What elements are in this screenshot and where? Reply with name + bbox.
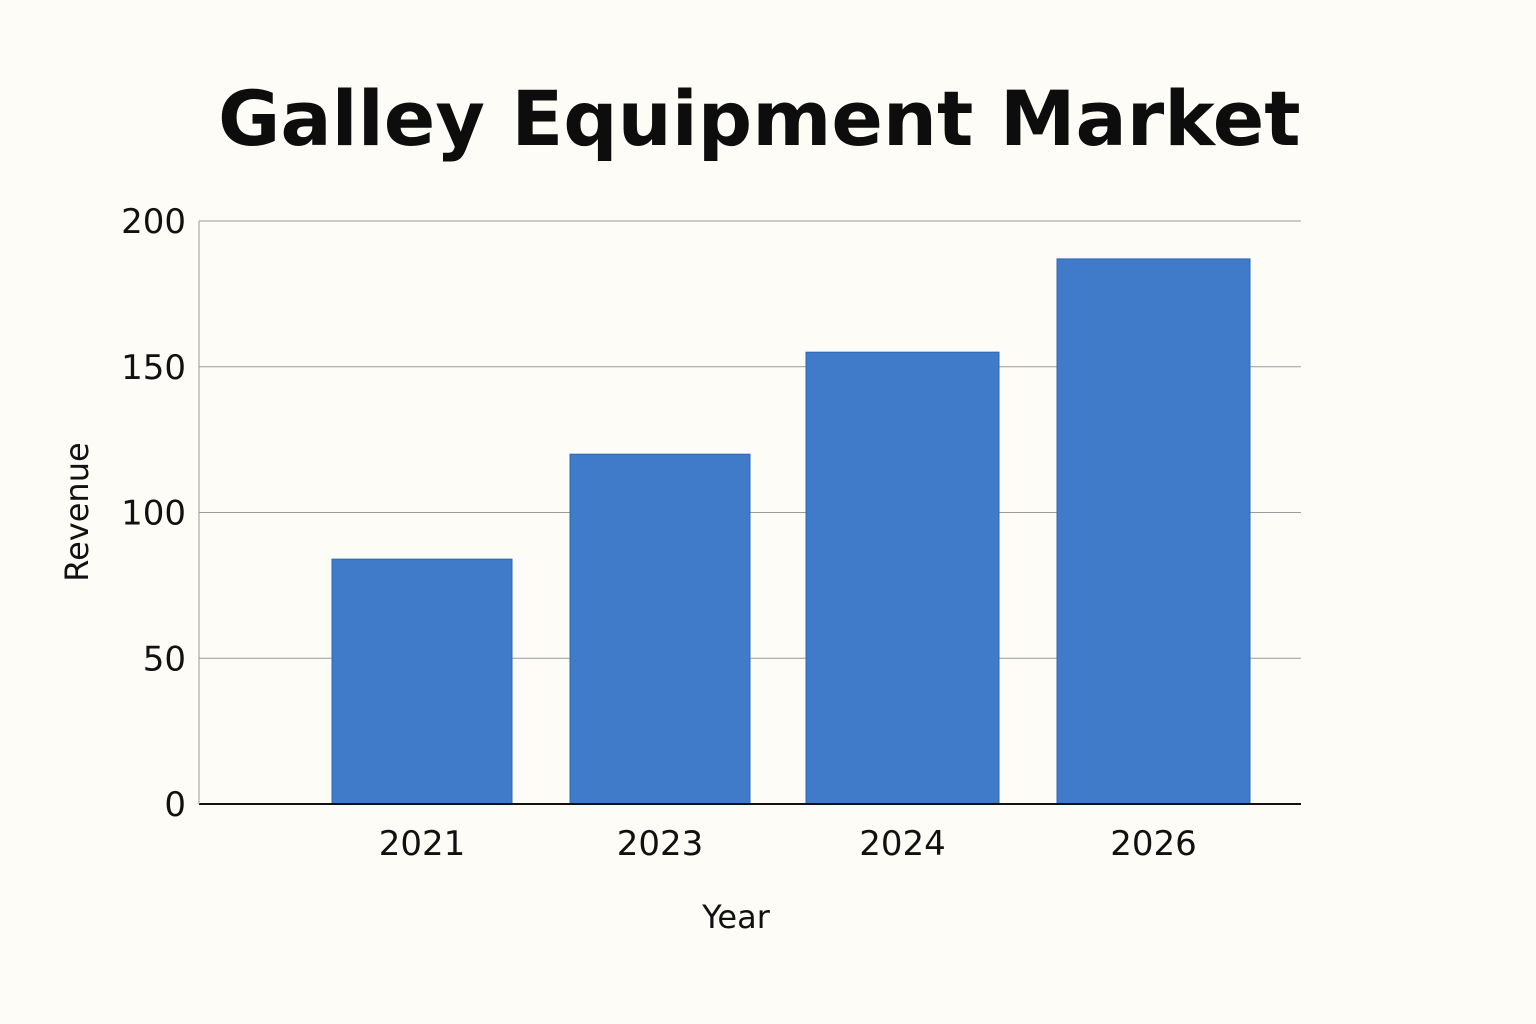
bar-2023 (569, 453, 751, 805)
x-tick-label: 2026 (1110, 824, 1197, 864)
bar-2024 (805, 351, 1000, 805)
y-tick-label: 100 (121, 494, 186, 534)
x-tick-labels: 2021 2023 2024 2026 (379, 824, 1197, 864)
x-tick-label: 2023 (617, 824, 704, 864)
x-axis-label: Year (701, 898, 771, 936)
chart-title: Galley Equipment Market (218, 74, 1301, 163)
bar-2021 (331, 558, 513, 805)
y-tick-labels: 0 50 100 150 200 (121, 202, 186, 825)
x-tick-label: 2021 (379, 824, 466, 864)
bars (331, 258, 1251, 805)
y-tick-label: 200 (121, 202, 186, 242)
y-axis-label: Revenue (58, 442, 96, 581)
y-tick-label: 0 (164, 785, 186, 825)
y-tick-label: 50 (143, 639, 186, 679)
y-tick-label: 150 (121, 348, 186, 388)
x-tick-label: 2024 (859, 824, 946, 864)
bar-2026 (1056, 258, 1251, 805)
